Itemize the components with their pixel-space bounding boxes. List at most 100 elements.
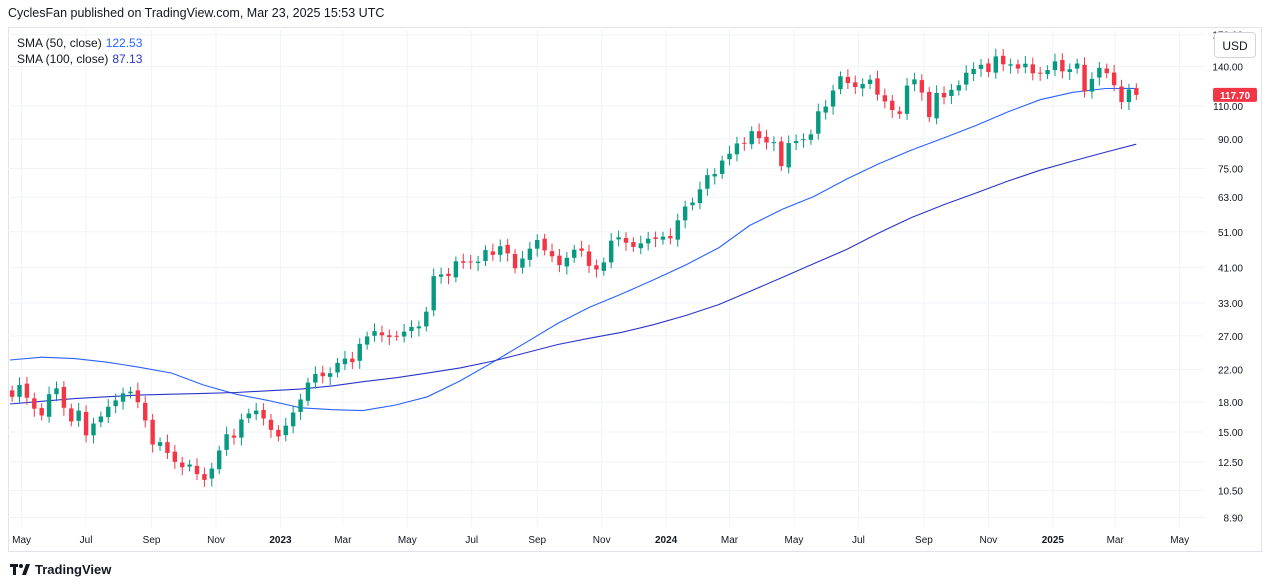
candle xyxy=(919,74,925,101)
candle-body xyxy=(1023,63,1028,68)
candle-body xyxy=(623,237,629,243)
candle-body xyxy=(357,343,362,361)
candle-body xyxy=(98,416,104,423)
candle-body xyxy=(986,63,991,72)
candle-body xyxy=(401,331,407,337)
price-tick-label: 90.00 xyxy=(1218,135,1243,146)
candle-body xyxy=(690,202,695,206)
candle-body xyxy=(1082,64,1087,92)
candle-body xyxy=(756,131,762,139)
candle xyxy=(54,381,59,402)
candle xyxy=(638,235,643,255)
candle-body xyxy=(875,78,880,95)
candle-body xyxy=(1037,72,1043,74)
candle-body xyxy=(638,243,643,249)
candle xyxy=(934,85,939,125)
time-tick-label: Sep xyxy=(528,535,546,546)
candle-body xyxy=(54,388,59,395)
legend-sma50[interactable]: SMA (50, close) 122.53 xyxy=(17,35,142,51)
candle xyxy=(742,136,747,151)
candle xyxy=(1097,62,1102,86)
candle xyxy=(1111,64,1117,92)
candle-body xyxy=(202,474,207,480)
candle xyxy=(1119,79,1124,110)
candle xyxy=(712,168,717,185)
candle xyxy=(912,72,917,92)
candle-body xyxy=(1045,70,1050,75)
candle-body xyxy=(771,142,777,144)
candle-body xyxy=(786,143,791,168)
candle xyxy=(542,233,547,256)
candle-body xyxy=(897,111,902,114)
currency-button[interactable]: USD xyxy=(1214,32,1256,58)
candle xyxy=(875,70,880,101)
time-tick-label: May xyxy=(1170,535,1189,546)
candle xyxy=(150,414,155,453)
candle xyxy=(1126,83,1132,111)
candle-body xyxy=(298,399,303,412)
price-tick-label: 33.00 xyxy=(1218,299,1243,310)
candle-body xyxy=(209,468,215,479)
candle xyxy=(483,245,488,266)
candle xyxy=(209,462,215,487)
candle xyxy=(246,408,251,424)
candle xyxy=(527,241,533,267)
candle-body xyxy=(734,143,740,155)
candle xyxy=(645,231,651,251)
candle xyxy=(631,237,636,252)
candle-body xyxy=(268,419,274,430)
indicator-legend: SMA (50, close) 122.53 SMA (100, close) 87… xyxy=(17,35,142,67)
last-price-badge xyxy=(1213,87,1257,102)
candle-body xyxy=(978,64,984,69)
candle xyxy=(557,248,562,273)
candle xyxy=(535,234,540,257)
candle xyxy=(261,403,266,426)
price-tick-label: 12.50 xyxy=(1218,458,1243,469)
candle xyxy=(623,232,629,251)
candle-body xyxy=(135,390,141,403)
candle xyxy=(290,405,296,434)
candle-body xyxy=(594,265,599,270)
candle-body xyxy=(409,327,414,332)
candle xyxy=(579,240,584,257)
candle xyxy=(734,136,740,162)
candle-body xyxy=(475,261,481,264)
candle-body xyxy=(719,160,725,174)
time-tick-label: May xyxy=(785,535,804,546)
candle xyxy=(727,145,732,166)
time-tick-label: May xyxy=(12,535,31,546)
candle-body xyxy=(572,249,577,258)
candle-body xyxy=(261,409,266,419)
candle-body xyxy=(83,411,89,436)
candle-body xyxy=(246,413,251,419)
legend-sma100[interactable]: SMA (100, close) 87.13 xyxy=(17,51,142,67)
candle-body xyxy=(631,242,636,247)
candle xyxy=(771,136,777,152)
candle xyxy=(39,403,44,421)
candle-body xyxy=(1119,86,1124,103)
candle xyxy=(283,417,288,442)
candle xyxy=(1023,56,1028,74)
candle-body xyxy=(904,85,910,114)
candle-body xyxy=(808,134,814,140)
price-tick-label: 8.90 xyxy=(1224,513,1244,524)
candle xyxy=(172,444,178,469)
candle-body xyxy=(668,236,673,239)
candle-body xyxy=(231,435,237,438)
price-axis: 8.90 10.50 12.50 15.00 18.00 22.00 27.00 33.00 4… xyxy=(1212,31,1243,525)
candle-body xyxy=(512,254,518,269)
price-tick-label: 41.00 xyxy=(1218,263,1243,274)
legend-sma50-value: 122.53 xyxy=(105,36,143,50)
candle-body xyxy=(283,425,288,436)
candle xyxy=(1030,57,1035,81)
candle-body xyxy=(379,332,385,336)
candle xyxy=(446,267,451,285)
candle-body xyxy=(17,384,22,397)
candle-body xyxy=(919,80,925,93)
candle xyxy=(320,365,325,384)
candle-body xyxy=(320,372,325,377)
candle-body xyxy=(1052,61,1058,71)
candle xyxy=(76,402,81,427)
candle-body xyxy=(912,79,917,85)
